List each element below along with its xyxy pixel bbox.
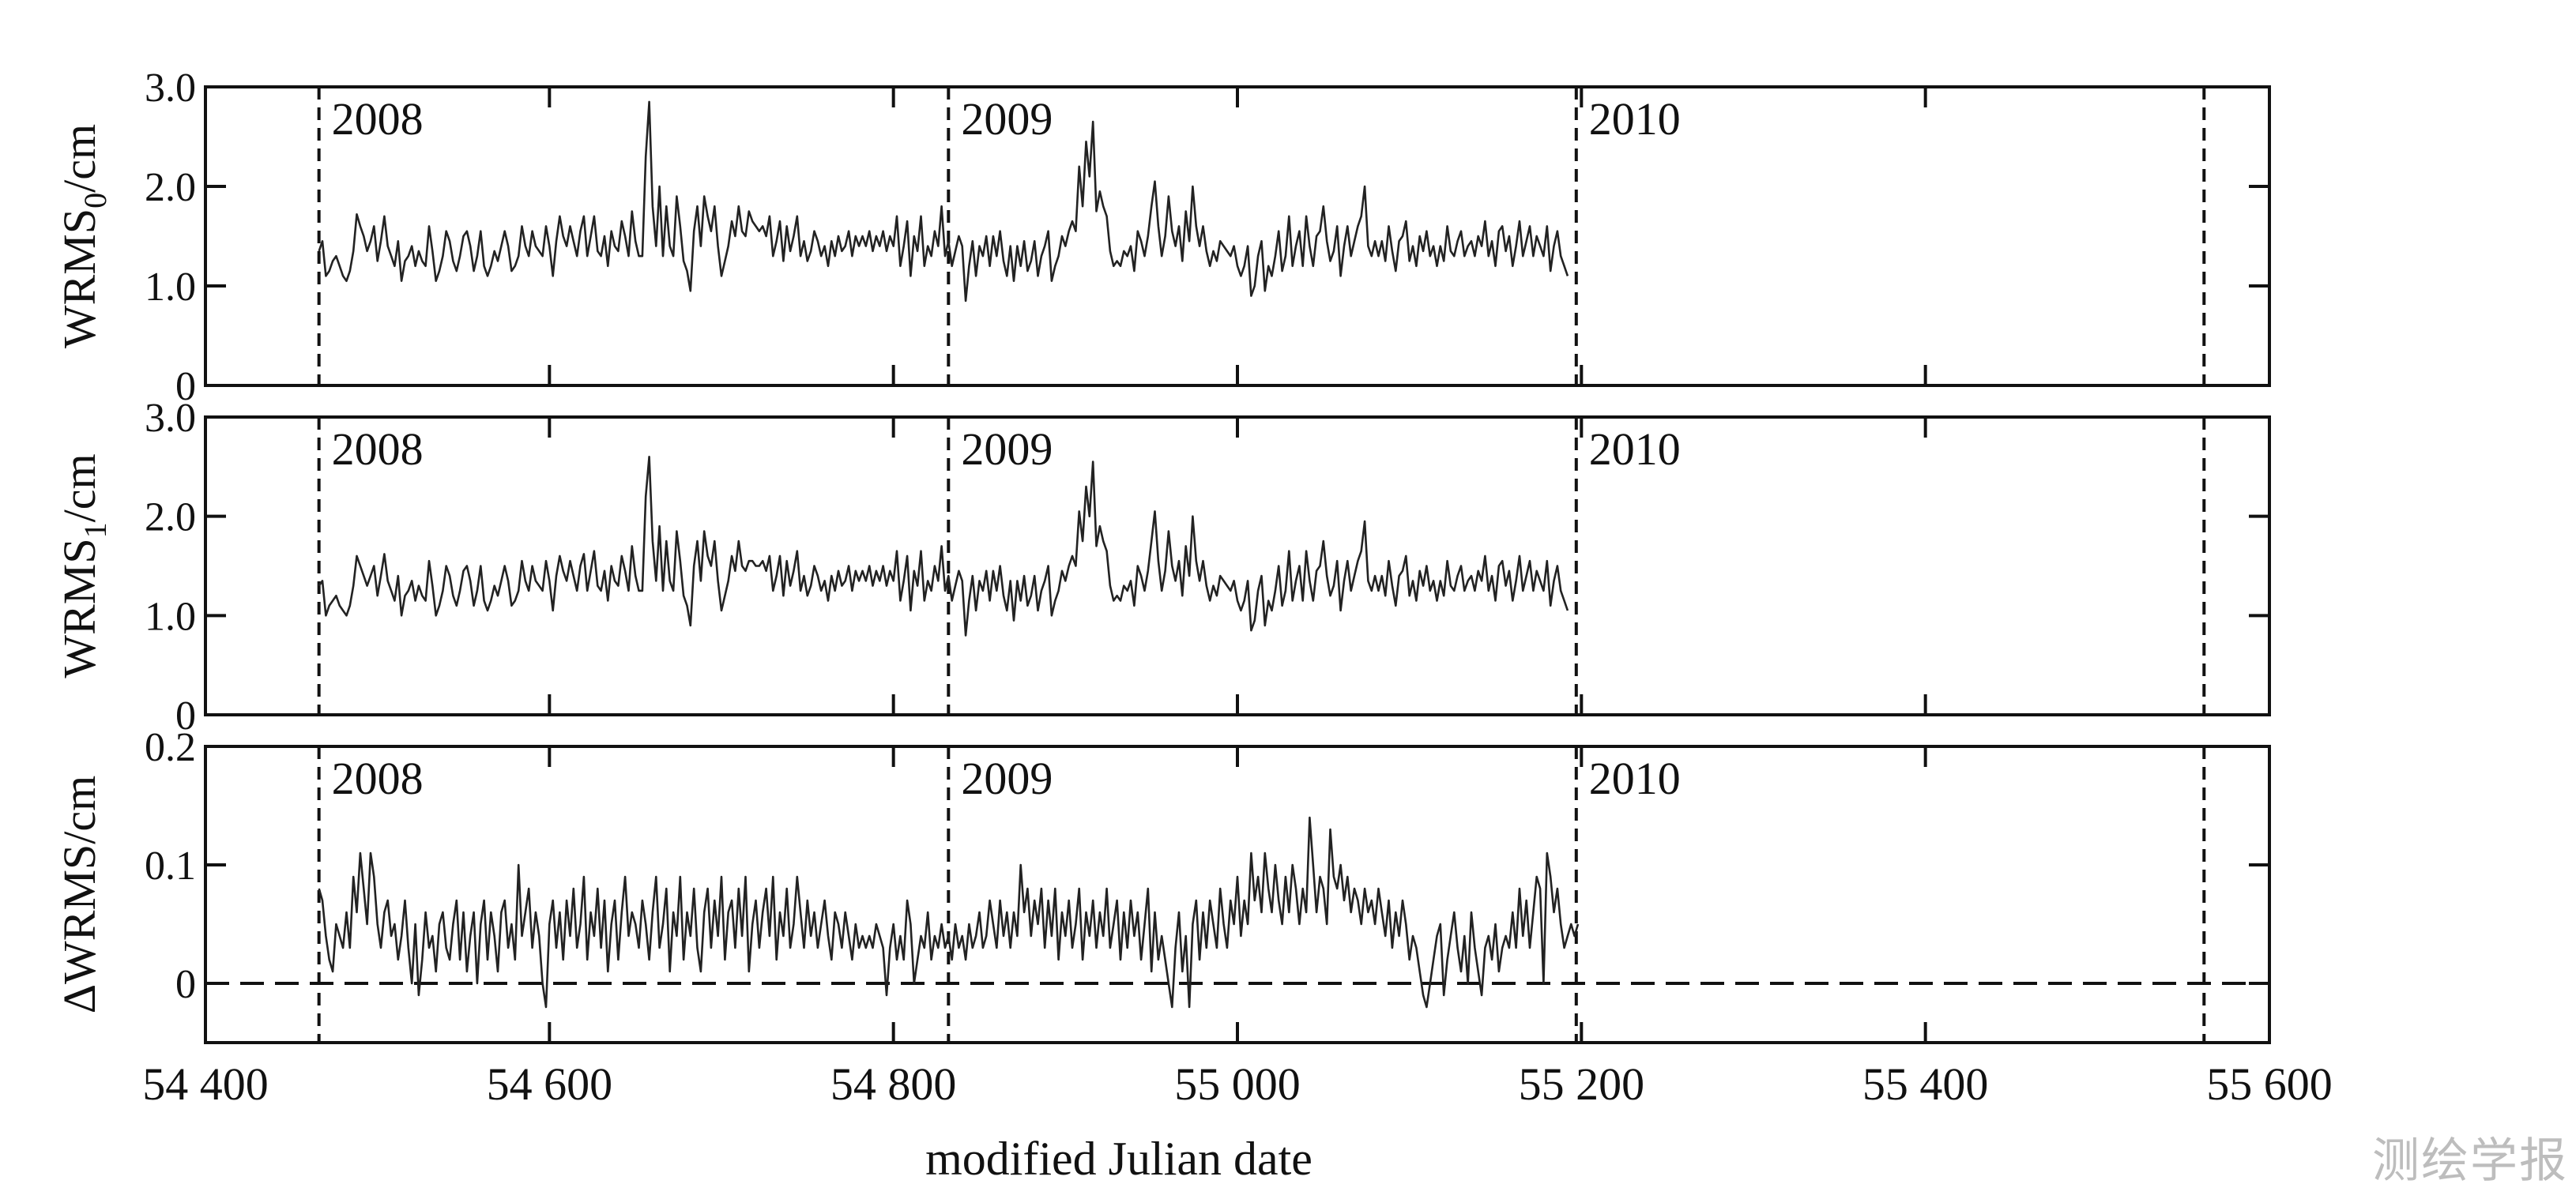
year-label: 2010 [1589,423,1681,475]
year-label: 2010 [1589,753,1681,804]
y-tick-label: 1.0 [145,265,196,310]
y-axis-label: ΔWRMS/cm [54,776,105,1014]
panel-frame [204,415,2271,716]
x-axis-label: modified Julian date [925,1133,1312,1185]
y-tick-label: 0.2 [145,725,196,770]
panel-frame [204,745,2271,1044]
y-axis-label: WRMS1/cm [54,453,113,678]
panel-3: 0 0.1 0.2 2008 2009 2010 ΔWRMS/cm [54,725,2271,1044]
y-tick-label: 1.0 [145,594,196,639]
journal-watermark: 测绘学报 [2372,1133,2568,1189]
panel-frame [204,85,2271,387]
x-tick-label: 55 400 [1862,1058,1989,1110]
x-tick-label: 54 800 [830,1058,957,1110]
y-tick-label: 3.0 [145,396,196,441]
x-tick-label: 54 400 [142,1058,269,1110]
x-tick-label: 54 600 [487,1058,613,1110]
y-axis-label: WRMS0/cm [54,124,113,348]
x-tick-label: 55 600 [2206,1058,2333,1110]
year-label: 2008 [332,93,424,145]
panel-2: 0 1.0 2.0 3.0 2008 2009 2010 WRMS1/cm [54,396,2271,739]
panel-1: 0 1.0 2.0 3.0 2008 2009 2010 WRMS0/cm [54,66,2271,409]
y-tick-label: 0 [175,693,196,739]
y-tick-label: 3.0 [145,66,196,111]
x-tick-label: 55 200 [1519,1058,1645,1110]
year-label: 2008 [332,423,424,475]
y-tick-label: 0 [175,364,196,409]
series-line [318,100,1569,303]
x-tick-label: 55 000 [1174,1058,1301,1110]
y-tick-label: 2.0 [145,495,196,540]
y-tick-label: 0.1 [145,844,196,889]
year-label: 2008 [332,753,424,804]
year-label: 2009 [961,753,1053,804]
year-label: 2010 [1589,93,1681,145]
y-tick-label: 2.0 [145,165,196,210]
year-label: 2009 [961,93,1053,145]
year-label: 2009 [961,423,1053,475]
y-tick-label: 0 [175,962,196,1007]
series-line [318,816,1580,1009]
series-line [318,455,1569,637]
